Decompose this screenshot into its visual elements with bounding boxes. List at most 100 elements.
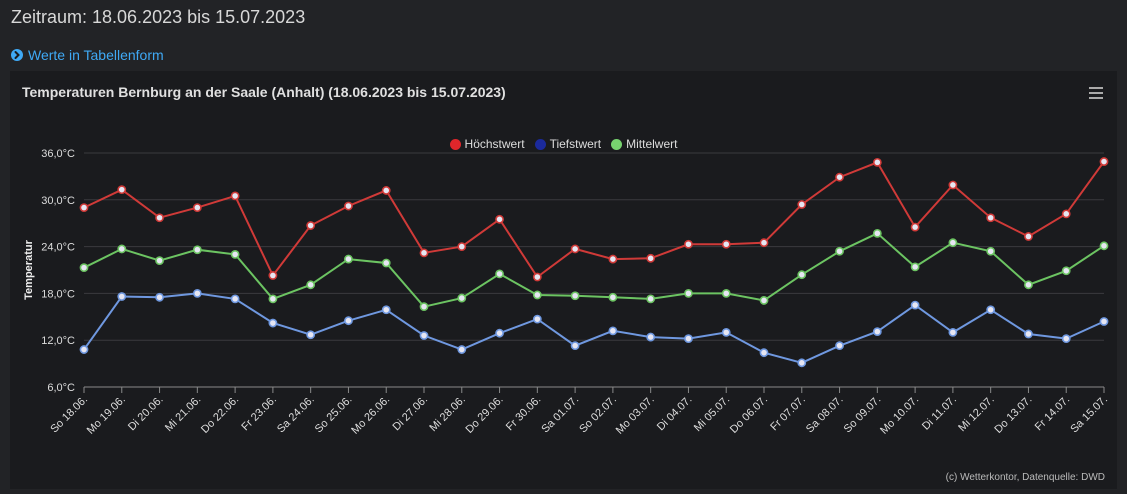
series-mean-point [872,228,882,238]
hamburger-menu-icon[interactable] [1089,87,1103,99]
series-min-point [910,300,920,310]
table-view-link-label[interactable]: Werte in Tabellenform [28,47,164,63]
series-mean-point [495,269,504,279]
x-tick-label: So 25.06. [313,394,355,436]
y-tick-label: 6,0°C [47,382,75,394]
x-tick-label: So 02.07. [577,394,619,436]
series-min-point [948,327,958,337]
x-tick-label: Sa 15.07. [1068,394,1110,436]
series-min-point [1099,317,1109,326]
x-tick-label: Di 27.06. [391,394,431,434]
series-min-point [1024,329,1033,339]
series-mean-point [684,288,693,298]
series-max-point [684,239,693,249]
legend-item-min[interactable]: Tiefstwert [534,137,602,151]
series-min-point [230,294,240,304]
series-min-point [268,318,278,328]
x-tick-label: So 09.07. [842,394,884,436]
series-mean-point [192,245,202,255]
series-min-point [835,341,844,351]
x-tick-label: So 18.06. [48,394,90,436]
x-tick-label: Di 04.07. [655,394,695,434]
series-min-point [570,341,580,351]
series-max-point [306,221,316,230]
series-max-point [79,203,89,212]
x-tick-label: Di 11.07. [920,394,959,433]
x-tick-label: Mi 21.06. [163,394,203,434]
series-min-point [381,305,391,315]
series-max-point [570,244,580,254]
x-tick-label: Mo 26.06. [349,394,392,437]
x-tick-label: Mi 05.07. [692,394,732,434]
series-mean-point [797,270,807,280]
x-tick-label: Fr 23.06. [239,394,279,434]
series-max-point [268,271,278,280]
series-mean-point [835,246,844,256]
series-mean-point [1061,266,1071,276]
series-min-line [83,292,1105,364]
x-tick-label: Mi 28.06. [427,394,467,434]
y-tick-label: 12,0°C [41,335,75,347]
y-axis-title: Temperatur [23,239,35,299]
series-mean-point [457,293,467,303]
series-mean-point [721,288,731,298]
series-max-point [948,180,958,190]
series-max-point [646,253,656,263]
x-tick-label: Fr 30.06. [504,394,544,434]
x-tick-label: Mi 12.07. [956,394,996,434]
legend-label: Mittelwert [626,137,678,151]
x-tick-label: Do 13.07. [992,394,1034,436]
series-mean-point [1099,241,1109,251]
series-mean-point [986,246,996,256]
x-tick-label: Fr 07.07. [768,394,808,434]
temperature-chart: 6,0°C 12,0°C 18,0°C 24,0°C 30,0°C 36,0°C Tempe… [23,148,1110,437]
x-tick-label: Mo 19.06. [85,394,128,437]
x-tick-label: Do 06.07. [728,394,770,436]
series-max-point [986,213,996,223]
series-min-point [155,292,164,302]
series-mean-point [608,292,618,302]
legend-label: Tiefstwert [549,137,602,151]
chevron-right-icon [11,49,23,61]
series-max-point [457,242,467,251]
x-tick-label: Fr 14.07. [1033,394,1073,434]
series-mean-point [948,238,958,248]
series-min-point [759,348,769,358]
y-tick-label: 18,0°C [41,288,75,300]
series-mean-point [268,294,278,304]
series-mean-line [83,232,1105,308]
chart-credits[interactable]: (c) Wetterkontor, Datenquelle: DWD [945,472,1105,483]
series-mean-point [910,262,920,272]
series-max-point [608,254,618,264]
series-max-point [155,213,164,223]
series-mean-point [570,291,580,301]
series-mean-point [381,258,391,268]
legend-label: Höchstwert [464,137,525,151]
series-max-point [721,239,731,249]
series-min-point [117,292,127,301]
x-tick-label: Mo 10.07. [878,394,921,437]
series-min-point [684,334,693,344]
series-min-point [495,328,504,338]
legend-marker [611,138,623,150]
series-min-point [721,327,731,337]
legend-item-max[interactable]: Höchstwert [449,137,525,151]
series-max-point [117,185,127,195]
series-min-point [419,331,429,340]
y-tick-label: 24,0°C [41,242,75,254]
series-mean-point [155,256,164,266]
table-view-link[interactable]: Werte in Tabellenform [11,47,164,63]
series-max-point [230,191,240,201]
legend-item-mean[interactable]: Mittelwert [611,137,677,151]
series-max-line [83,161,1105,279]
series-mean-point [230,249,240,259]
series-min-point [344,316,353,326]
x-tick-label: Do 29.06. [463,394,505,436]
series-min-point [986,305,996,315]
series-max-point [872,157,882,167]
series-mean-point [117,244,127,254]
series-max-point [495,214,504,224]
period-heading: Zeitraum: 18.06.2023 bis 15.07.2023 [11,7,306,27]
chart-legend: Höchstwert Tiefstwert Mittelwert [10,137,1117,151]
series-mean-point [306,280,316,290]
